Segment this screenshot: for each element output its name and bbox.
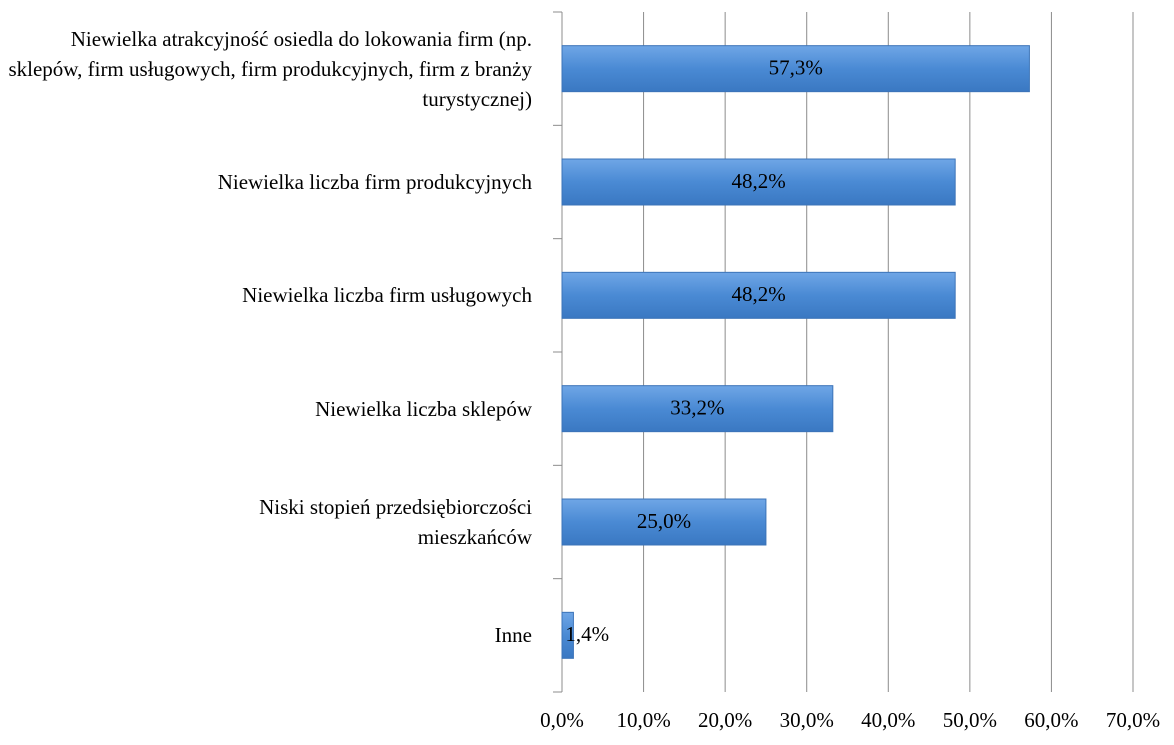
data-label: 48,2% xyxy=(731,169,785,193)
category-label: Niewielka liczba firm produkcyjnych xyxy=(0,125,532,238)
bar xyxy=(561,271,956,319)
category-text: Niewielka liczba sklepów xyxy=(315,396,532,421)
data-label: 57,3% xyxy=(769,55,823,79)
bar xyxy=(561,385,834,433)
x-tick-label: 0,0% xyxy=(540,708,584,732)
x-tick-label: 60,0% xyxy=(1024,708,1078,732)
bar xyxy=(561,45,1030,93)
category-text: Inne xyxy=(494,623,532,648)
data-label: 33,2% xyxy=(670,395,724,419)
category-label: Niewielka atrakcyjność osiedla do lokowa… xyxy=(0,12,532,125)
category-text: Niewielka liczba firm produkcyjnych xyxy=(217,169,532,194)
category-label: Inne xyxy=(0,579,532,692)
bar xyxy=(561,611,574,659)
category-label: Niewielka liczba firm usługowych xyxy=(0,239,532,352)
category-text: Niewielka atrakcyjność osiedla do lokowa… xyxy=(8,26,532,111)
category-text: Niewielka liczba firm usługowych xyxy=(242,283,532,308)
category-label: Niewielka liczba sklepów xyxy=(0,352,532,465)
bar xyxy=(561,498,767,546)
category-label: Niski stopień przedsiębiorczości mieszka… xyxy=(0,465,532,578)
x-tick-label: 20,0% xyxy=(698,708,752,732)
data-label: 25,0% xyxy=(637,509,691,533)
x-tick-label: 70,0% xyxy=(1106,708,1160,732)
x-tick-label: 40,0% xyxy=(861,708,915,732)
bar xyxy=(561,158,956,206)
x-tick-label: 30,0% xyxy=(780,708,834,732)
data-label: 1,4% xyxy=(565,622,609,646)
data-label: 48,2% xyxy=(731,282,785,306)
x-tick-label: 50,0% xyxy=(943,708,997,732)
x-tick-label: 10,0% xyxy=(616,708,670,732)
category-text: Niski stopień przedsiębiorczości mieszka… xyxy=(259,494,532,549)
